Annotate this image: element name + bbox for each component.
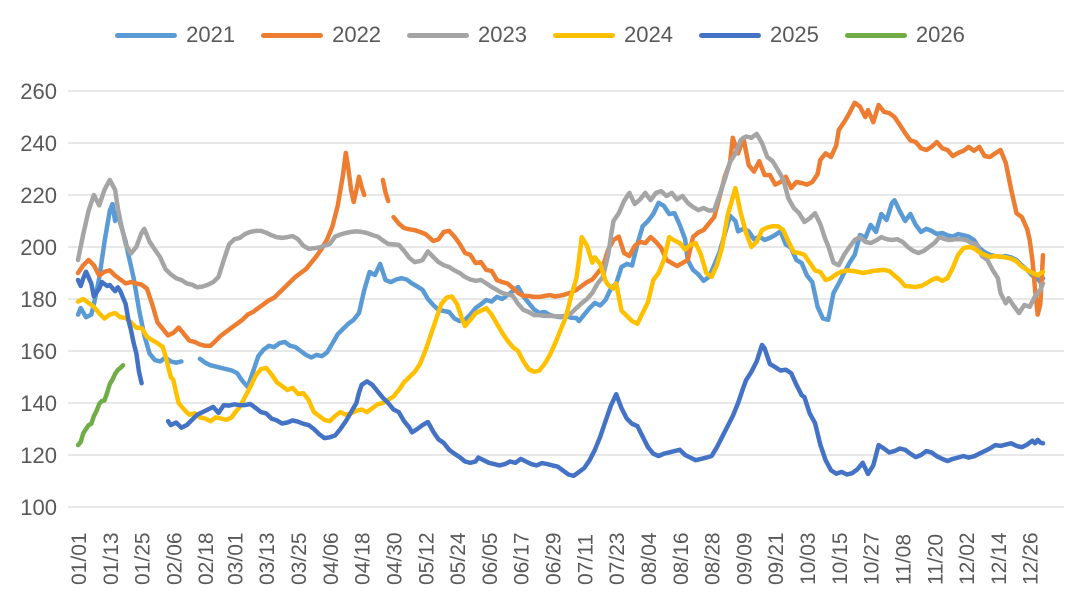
legend-label-2021: 2021 bbox=[186, 22, 236, 47]
x-axis-tick-04-06: 04/06 bbox=[320, 532, 343, 585]
y-axis-tick-100: 100 bbox=[20, 495, 57, 520]
legend-label-2026: 2026 bbox=[915, 22, 965, 47]
x-axis-tick-11-20: 11/20 bbox=[924, 534, 947, 585]
x-axis-tick-03-01: 03/01 bbox=[224, 532, 247, 585]
legend-item-2021: 2021 bbox=[115, 24, 235, 46]
y-axis-tick-160: 160 bbox=[20, 339, 57, 364]
legend-swatch-2025 bbox=[698, 32, 761, 38]
legend: 2021 2022 2023 2024 2025 2026 bbox=[0, 24, 1080, 46]
legend-label-2022: 2022 bbox=[332, 22, 382, 47]
y-axis-tick-120: 120 bbox=[20, 443, 57, 468]
series-line-2022 bbox=[75, 100, 1046, 349]
legend-label-2023: 2023 bbox=[478, 22, 527, 47]
x-axis-tick-05-12: 05/12 bbox=[415, 532, 438, 585]
x-axis-tick-10-03: 10/03 bbox=[797, 532, 820, 585]
legend-item-2023: 2023 bbox=[407, 24, 527, 46]
x-axis-tick-01-25: 01/25 bbox=[132, 532, 155, 585]
x-axis-tick-07-11: 07/11 bbox=[574, 534, 597, 585]
x-axis-tick-10-27: 10/27 bbox=[861, 532, 884, 585]
legend-item-2026: 2026 bbox=[844, 22, 965, 47]
x-axis-tick-11-08: 11/08 bbox=[892, 534, 915, 585]
legend-swatch-2023 bbox=[407, 32, 470, 38]
x-axis-tick-12-14: 12/14 bbox=[988, 532, 1011, 585]
x-axis-tick-05-24: 05/24 bbox=[447, 532, 470, 585]
legend-swatch-2026 bbox=[844, 32, 907, 38]
y-axis-tick-180: 180 bbox=[20, 287, 57, 312]
legend-item-2024: 2024 bbox=[553, 24, 673, 46]
x-axis-tick-08-04: 08/04 bbox=[638, 532, 661, 585]
x-axis-tick-06-29: 06/29 bbox=[543, 532, 566, 585]
x-axis-tick-04-18: 04/18 bbox=[352, 532, 375, 585]
x-axis-tick-09-21: 09/21 bbox=[765, 532, 788, 585]
x-axis-tick-10-15: 10/15 bbox=[829, 532, 852, 585]
x-axis-tick-08-16: 08/16 bbox=[670, 532, 693, 585]
series-line-2023 bbox=[75, 131, 1046, 319]
legend-label-2024: 2024 bbox=[624, 22, 673, 47]
legend-swatch-2021 bbox=[115, 32, 178, 38]
legend-label-2025: 2025 bbox=[769, 22, 819, 47]
x-axis-tick-03-13: 03/13 bbox=[256, 532, 279, 585]
x-axis-tick-12-26: 12/26 bbox=[1020, 532, 1043, 585]
x-axis-tick-07-23: 07/23 bbox=[606, 532, 629, 585]
series-line-2025 bbox=[75, 269, 1046, 479]
x-axis-tick-01-01: 01/01 bbox=[68, 532, 91, 585]
y-axis-tick-240: 240 bbox=[20, 131, 57, 156]
series-line-2024 bbox=[75, 185, 1046, 424]
series-line-2026 bbox=[75, 363, 126, 448]
legend-item-2022: 2022 bbox=[261, 24, 381, 46]
x-axis-tick-12-02: 12/02 bbox=[956, 532, 979, 585]
x-axis-tick-06-17: 06/17 bbox=[511, 532, 534, 585]
x-axis-tick-01-13: 01/13 bbox=[100, 532, 123, 585]
x-axis-tick-02-06: 02/06 bbox=[163, 532, 186, 585]
x-axis-tick-08-28: 08/28 bbox=[702, 532, 725, 585]
x-axis-tick-04-30: 04/30 bbox=[383, 532, 406, 585]
legend-swatch-2024 bbox=[553, 32, 615, 38]
y-axis-tick-260: 260 bbox=[20, 79, 57, 104]
x-axis-tick-03-25: 03/25 bbox=[288, 532, 311, 585]
x-axis-tick-09-09: 09/09 bbox=[733, 532, 756, 585]
y-axis-tick-200: 200 bbox=[20, 235, 57, 260]
legend-item-2025: 2025 bbox=[698, 22, 819, 47]
legend-swatch-2022 bbox=[261, 32, 324, 38]
x-axis-tick-06-05: 06/05 bbox=[479, 532, 502, 585]
y-axis-tick-220: 220 bbox=[20, 183, 57, 208]
y-axis-tick-140: 140 bbox=[20, 391, 57, 416]
x-axis-tick-02-18: 02/18 bbox=[195, 532, 218, 585]
